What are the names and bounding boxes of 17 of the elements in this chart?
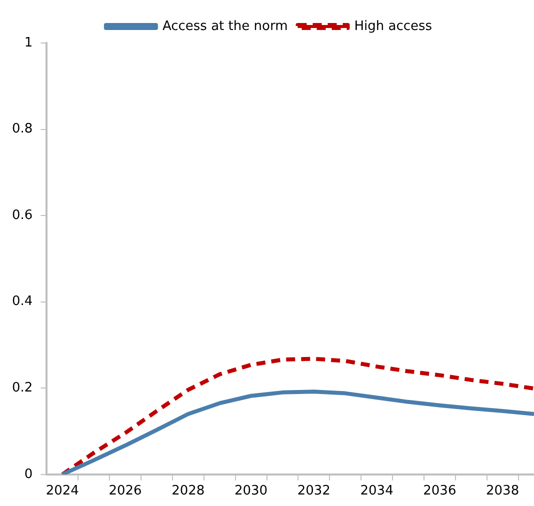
legend-label: High access — [354, 18, 432, 34]
x-tick-label: 2030 — [234, 484, 268, 499]
y-tick-label: 0.8 — [12, 122, 33, 137]
y-tick-label: 1 — [24, 35, 33, 50]
y-tick-label: 0.4 — [12, 294, 33, 310]
x-tick-label: 2026 — [108, 484, 142, 499]
legend-label: Access at the norm — [162, 18, 288, 34]
y-tick-label: 0 — [24, 466, 33, 482]
x-tick-label: 2038 — [486, 484, 520, 499]
line-series — [60, 356, 534, 474]
y-tick-label: 0.6 — [12, 208, 33, 223]
x-tick-label: 2032 — [297, 484, 330, 499]
y-tick-label: 0.2 — [12, 380, 33, 396]
x-tick-label: 2028 — [172, 484, 205, 499]
x-tick-label: 2034 — [360, 484, 394, 499]
x-tick-label: 2036 — [423, 484, 456, 499]
x-tick-label: 2024 — [46, 484, 79, 499]
